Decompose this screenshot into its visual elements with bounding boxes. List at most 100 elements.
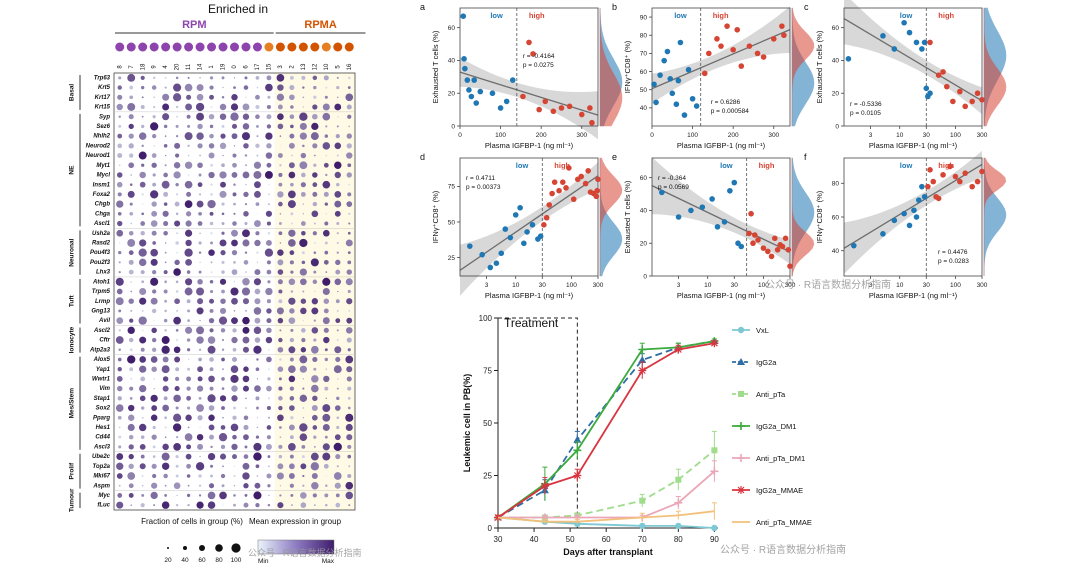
high-point bbox=[558, 105, 565, 111]
panel-letter: b bbox=[612, 2, 617, 12]
expression-dot bbox=[255, 464, 260, 469]
expression-dot bbox=[130, 378, 132, 380]
expression-dot bbox=[175, 436, 179, 439]
size-legend-label: 100 bbox=[231, 557, 242, 564]
expression-dot bbox=[128, 453, 134, 460]
expression-dot bbox=[151, 153, 157, 158]
expression-dot bbox=[117, 396, 122, 401]
expression-dot bbox=[266, 385, 272, 392]
expression-dot bbox=[210, 163, 213, 167]
cluster-label: 6 bbox=[244, 65, 250, 69]
expression-dot bbox=[277, 463, 284, 470]
low-point bbox=[731, 179, 738, 186]
cluster-label: 11 bbox=[186, 63, 192, 70]
expression-dot bbox=[335, 454, 341, 460]
expression-dot bbox=[299, 365, 307, 373]
expression-dot bbox=[279, 213, 282, 215]
cluster-label: 7 bbox=[129, 65, 135, 69]
expression-dot bbox=[117, 192, 122, 197]
expression-dot bbox=[278, 386, 283, 391]
expression-dot bbox=[118, 348, 121, 352]
expression-dot bbox=[288, 297, 296, 305]
correlation-stat: r = -0.4164 bbox=[523, 53, 555, 60]
expression-dot bbox=[277, 346, 284, 353]
expression-dot bbox=[118, 124, 122, 128]
expression-dot bbox=[219, 239, 227, 247]
expression-dot bbox=[347, 386, 352, 391]
gene-label: Neurod1 bbox=[86, 153, 111, 159]
expression-dot bbox=[288, 443, 296, 451]
high-density bbox=[983, 8, 1007, 127]
high-point bbox=[549, 190, 555, 197]
panel-letter: a bbox=[420, 2, 425, 12]
gene-label: Vim bbox=[99, 386, 110, 392]
expression-dot bbox=[219, 491, 227, 500]
high-point bbox=[746, 230, 752, 237]
expression-dot bbox=[187, 358, 190, 361]
gene-label: Krt17 bbox=[95, 95, 111, 101]
expression-dot bbox=[233, 494, 236, 497]
y-axis-label: Exhausted T cells (%) bbox=[623, 180, 632, 253]
legend-item: VxL bbox=[732, 326, 769, 335]
high-point bbox=[962, 103, 969, 110]
expression-dot bbox=[186, 114, 191, 119]
expression-dot bbox=[231, 443, 238, 451]
series-line bbox=[497, 340, 715, 519]
expression-dot bbox=[233, 212, 236, 215]
expression-dot bbox=[128, 259, 134, 265]
expression-dot bbox=[265, 152, 273, 159]
expression-dot bbox=[140, 503, 145, 508]
series-marker bbox=[711, 524, 718, 532]
expression-dot bbox=[186, 94, 192, 100]
y-tick-label: 20 bbox=[640, 241, 648, 248]
expression-dot bbox=[199, 232, 201, 234]
expression-dot bbox=[346, 143, 352, 149]
expression-dot bbox=[231, 229, 238, 237]
expression-dot bbox=[173, 394, 181, 403]
expression-dot bbox=[186, 444, 192, 450]
series-marker bbox=[737, 422, 745, 430]
x-tick-label: 3 bbox=[869, 282, 873, 289]
expression-dot bbox=[163, 220, 169, 227]
expression-dot bbox=[116, 103, 123, 111]
expression-dot bbox=[209, 94, 214, 100]
expression-dot bbox=[173, 346, 181, 354]
low-point bbox=[913, 39, 920, 46]
legend-label: Anti_pTa_MMAE bbox=[756, 518, 812, 527]
low-point bbox=[891, 46, 898, 52]
high-point bbox=[563, 185, 569, 191]
high-point bbox=[543, 214, 550, 221]
expression-dot bbox=[231, 336, 238, 344]
marginal-density bbox=[983, 7, 1007, 127]
expression-dot bbox=[117, 367, 122, 372]
x-tick-label: 30 bbox=[539, 282, 547, 289]
high-point bbox=[730, 46, 736, 53]
correlation-stat: r = 0.4711 bbox=[466, 175, 495, 182]
expression-dot bbox=[162, 385, 169, 392]
expression-dot bbox=[208, 483, 215, 489]
high-point bbox=[718, 43, 724, 49]
expression-dot bbox=[255, 94, 260, 100]
expression-dot bbox=[197, 143, 203, 149]
high-point bbox=[774, 246, 781, 253]
cluster-label: 15 bbox=[267, 63, 273, 70]
expression-dot bbox=[256, 251, 259, 254]
expression-dot bbox=[187, 144, 190, 148]
y-axis-label: Exhausted T cells (%) bbox=[815, 30, 824, 103]
expression-dot bbox=[185, 229, 193, 237]
y-tick-label: 80 bbox=[640, 33, 648, 40]
high-point bbox=[546, 202, 553, 208]
marginal-density bbox=[599, 7, 623, 127]
gene-label: Pou2f3 bbox=[90, 260, 111, 266]
expression-dot bbox=[289, 133, 295, 139]
expression-dot bbox=[243, 85, 249, 90]
high-point bbox=[781, 32, 787, 39]
high-point bbox=[771, 235, 778, 242]
expression-dot bbox=[276, 93, 285, 101]
expression-dot bbox=[117, 133, 123, 139]
low-point bbox=[651, 81, 657, 88]
expression-dot bbox=[139, 365, 147, 373]
gene-label: Cftr bbox=[99, 338, 110, 344]
series-marker bbox=[638, 366, 647, 375]
low-point bbox=[512, 212, 519, 218]
